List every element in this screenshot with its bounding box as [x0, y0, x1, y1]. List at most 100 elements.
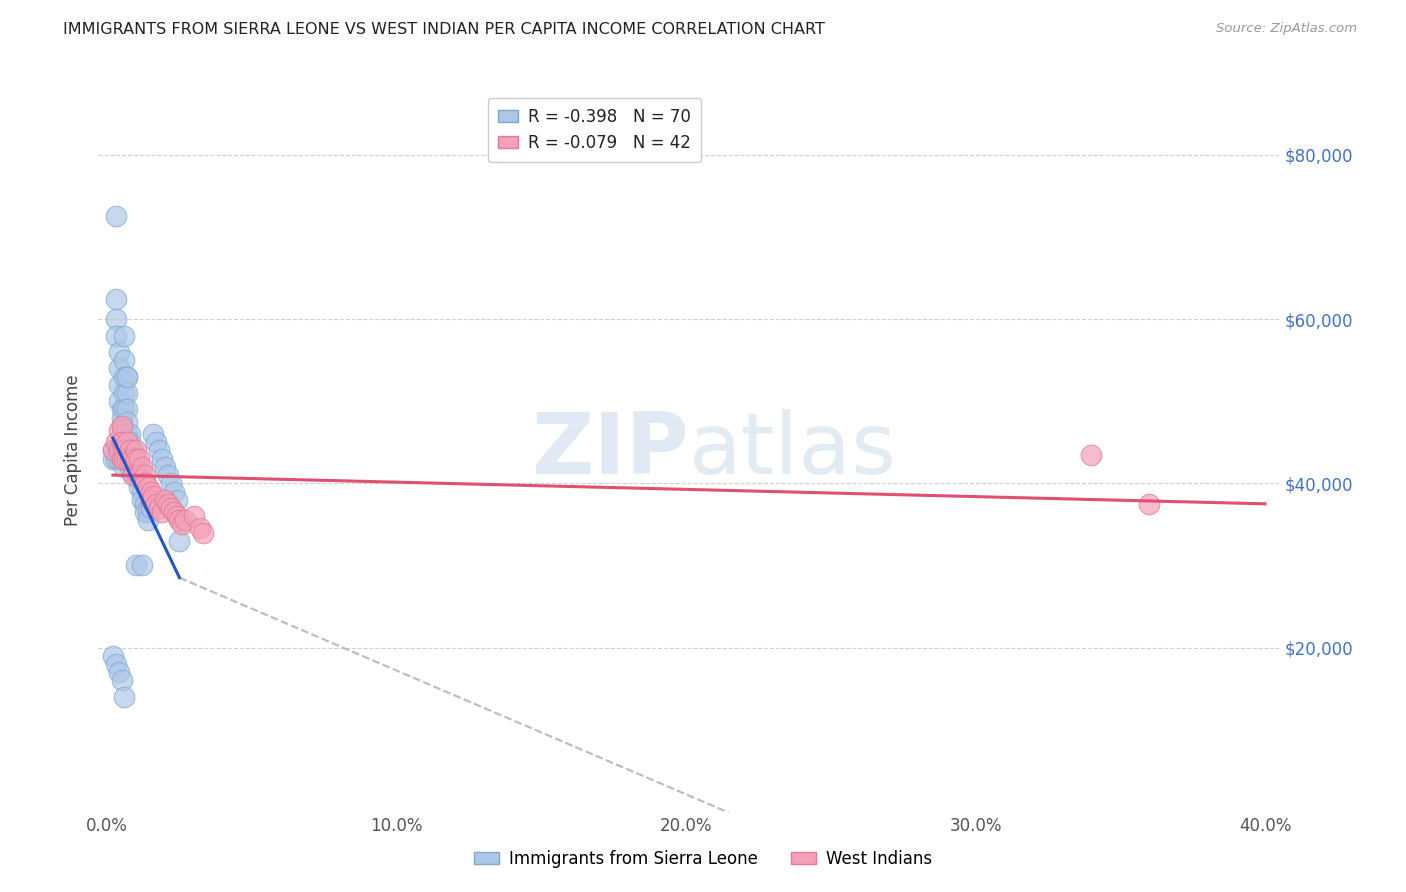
Point [134, 497, 156, 511]
Point [122, 451, 145, 466]
Point [163, 484, 186, 499]
Point [131, 459, 153, 474]
Point [110, 673, 132, 688]
Point [131, 492, 153, 507]
Point [110, 418, 132, 433]
Point [139, 492, 162, 507]
Point [104, 210, 127, 224]
Point [122, 468, 145, 483]
Point [136, 505, 159, 519]
Point [117, 386, 139, 401]
Point [104, 292, 127, 306]
Text: atlas: atlas [689, 409, 897, 492]
Point [125, 451, 148, 466]
Point [120, 451, 142, 466]
Point [114, 328, 136, 343]
Point [114, 353, 136, 368]
Point [107, 361, 129, 376]
Point [101, 443, 124, 458]
Legend: Immigrants from Sierra Leone, West Indians: Immigrants from Sierra Leone, West India… [467, 844, 939, 875]
Point [125, 459, 148, 474]
Point [117, 451, 139, 466]
Point [153, 492, 176, 507]
Point [128, 480, 150, 494]
Point [128, 472, 150, 486]
Point [117, 369, 139, 384]
Point [139, 484, 162, 499]
Point [145, 435, 167, 450]
Point [172, 517, 194, 532]
Point [166, 509, 188, 524]
Point [117, 369, 139, 384]
Point [134, 476, 156, 491]
Point [142, 427, 165, 442]
Point [104, 435, 127, 450]
Point [136, 480, 159, 494]
Point [120, 443, 142, 458]
Point [107, 443, 129, 458]
Point [107, 394, 129, 409]
Point [134, 505, 156, 519]
Point [153, 459, 176, 474]
Point [110, 451, 132, 466]
Point [107, 451, 129, 466]
Point [120, 435, 142, 450]
Point [104, 657, 127, 671]
Point [120, 459, 142, 474]
Point [134, 468, 156, 483]
Point [156, 468, 179, 483]
Point [120, 451, 142, 466]
Point [122, 459, 145, 474]
Point [101, 443, 124, 458]
Point [148, 443, 170, 458]
Point [142, 489, 165, 503]
Point [110, 402, 132, 417]
Point [101, 451, 124, 466]
Point [159, 476, 181, 491]
Point [128, 468, 150, 483]
Point [125, 468, 148, 483]
Point [122, 451, 145, 466]
Point [128, 451, 150, 466]
Point [159, 500, 181, 515]
Point [114, 690, 136, 704]
Text: ZIP: ZIP [531, 409, 689, 492]
Text: Source: ZipAtlas.com: Source: ZipAtlas.com [1216, 22, 1357, 36]
Point [145, 497, 167, 511]
Point [117, 427, 139, 442]
Point [120, 443, 142, 458]
Point [156, 497, 179, 511]
Point [131, 558, 153, 573]
Point [148, 500, 170, 515]
Point [107, 423, 129, 437]
Point [122, 459, 145, 474]
Point [110, 451, 132, 466]
Point [1137, 497, 1160, 511]
Point [166, 492, 188, 507]
Point [114, 386, 136, 401]
Point [125, 451, 148, 466]
Point [125, 558, 148, 573]
Point [114, 402, 136, 417]
Point [125, 443, 148, 458]
Point [114, 443, 136, 458]
Point [183, 509, 205, 524]
Point [104, 328, 127, 343]
Point [150, 505, 173, 519]
Point [104, 451, 127, 466]
Point [107, 665, 129, 680]
Point [174, 513, 197, 527]
Point [110, 427, 132, 442]
Point [117, 415, 139, 429]
Point [101, 648, 124, 663]
Point [114, 459, 136, 474]
Point [110, 410, 132, 425]
Point [191, 525, 214, 540]
Point [169, 513, 191, 527]
Point [136, 513, 159, 527]
Point [114, 369, 136, 384]
Text: IMMIGRANTS FROM SIERRA LEONE VS WEST INDIAN PER CAPITA INCOME CORRELATION CHART: IMMIGRANTS FROM SIERRA LEONE VS WEST IND… [63, 22, 825, 37]
Point [110, 435, 132, 450]
Point [110, 435, 132, 450]
Point [1080, 448, 1102, 462]
